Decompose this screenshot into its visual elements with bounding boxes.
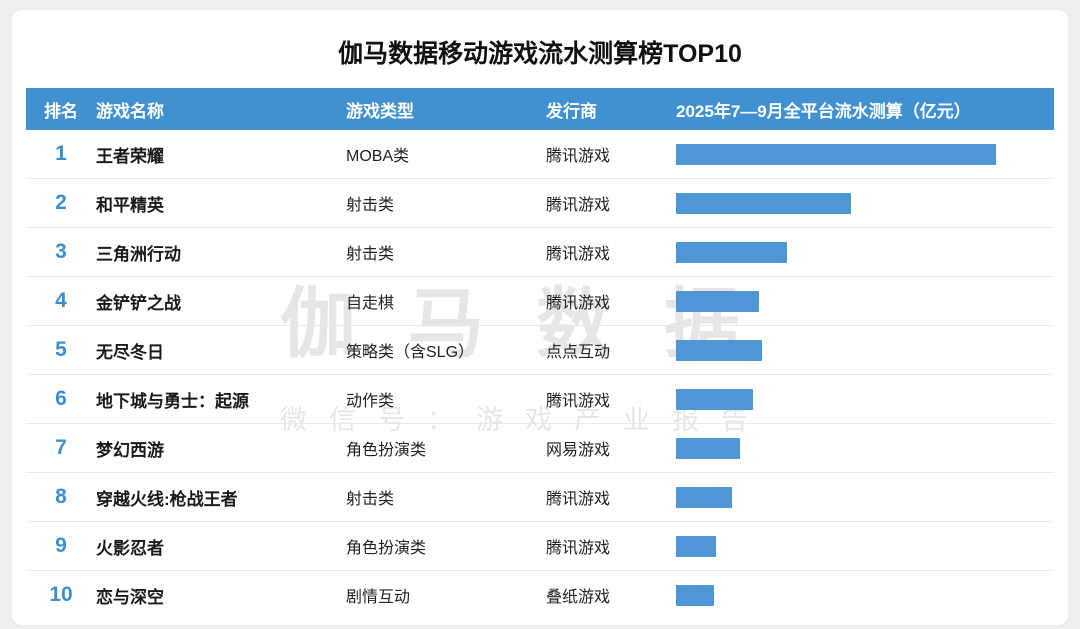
revenue-bar-cell [676,535,1054,557]
game-type-cell: 射击类 [346,246,395,263]
ranking-table: 排名 游戏名称 游戏类型 发行商 2025年7—9月全平台流水测算（亿元） 1 … [26,88,1054,619]
game-type-cell: 射击类 [346,491,395,508]
rank-cell: 5 [55,338,67,361]
publisher-cell: 腾讯游戏 [546,197,611,214]
rank-cell: 8 [55,485,67,508]
rank-cell: 10 [49,583,73,606]
rank-cell: 4 [55,289,67,312]
game-name-cell: 王者荣耀 [96,146,164,166]
table-header-row: 排名 游戏名称 游戏类型 发行商 2025年7—9月全平台流水测算（亿元） [26,88,1054,130]
game-type-cell: 自走棋 [346,295,395,312]
game-type-cell: 策略类（含SLG） [346,344,475,361]
revenue-bar [676,241,787,263]
game-name-cell: 三角洲行动 [96,244,181,264]
game-name-cell: 和平精英 [96,195,164,215]
publisher-cell: 腾讯游戏 [546,393,611,410]
table-row-10: 10 恋与深空 剧情互动 叠纸游戏 [26,571,1054,619]
table-row-8: 8 穿越火线:枪战王者 射击类 腾讯游戏 [26,473,1054,522]
ranking-card: 伽马数据移动游戏流水测算榜TOP10 伽马数据 微信号：游戏产业报告 排名 游戏… [12,10,1068,625]
revenue-bar-cell [676,192,1054,214]
game-name-cell: 穿越火线:枪战王者 [96,489,238,509]
page-title: 伽马数据移动游戏流水测算榜TOP10 [338,40,742,68]
publisher-cell: 腾讯游戏 [546,246,611,263]
revenue-bar [676,143,996,165]
revenue-bar-cell [676,388,1054,410]
game-name-cell: 火影忍者 [96,538,164,558]
table-row-6: 6 地下城与勇士：起源 动作类 腾讯游戏 [26,375,1054,424]
rank-cell: 7 [55,436,67,459]
publisher-cell: 腾讯游戏 [546,491,611,508]
revenue-bar [676,535,716,557]
revenue-bar-cell [676,241,1054,263]
game-name-cell: 无尽冬日 [96,342,164,362]
game-type-cell: MOBA类 [346,148,410,165]
game-name-cell: 恋与深空 [96,587,164,607]
game-type-cell: 剧情互动 [346,589,411,606]
revenue-bar [676,486,732,508]
publisher-cell: 腾讯游戏 [546,295,611,312]
publisher-cell: 腾讯游戏 [546,540,611,557]
revenue-bar [676,437,740,459]
rank-cell: 9 [55,534,67,557]
rank-cell: 1 [55,142,67,165]
table-row-5: 5 无尽冬日 策略类（含SLG） 点点互动 [26,326,1054,375]
revenue-bar [676,339,762,361]
game-type-cell: 射击类 [346,197,395,214]
rank-cell: 3 [55,240,67,263]
publisher-cell: 点点互动 [546,344,611,361]
header-revenue: 2025年7—9月全平台流水测算（亿元） [676,101,971,121]
rank-cell: 6 [55,387,67,410]
table-row-3: 3 三角洲行动 射击类 腾讯游戏 [26,228,1054,277]
game-type-cell: 角色扮演类 [346,442,427,459]
revenue-bar-cell [676,584,1054,606]
game-name-cell: 梦幻西游 [96,440,164,460]
header-game-name: 游戏名称 [96,101,164,121]
table-row-9: 9 火影忍者 角色扮演类 腾讯游戏 [26,522,1054,571]
table-row-4: 4 金铲铲之战 自走棋 腾讯游戏 [26,277,1054,326]
header-rank: 排名 [44,101,78,121]
revenue-bar-cell [676,339,1054,361]
game-name-cell: 地下城与勇士：起源 [96,391,249,411]
header-publisher: 发行商 [546,101,597,121]
revenue-bar [676,192,851,214]
revenue-bar [676,584,714,606]
revenue-bar [676,290,759,312]
game-type-cell: 角色扮演类 [346,540,427,557]
revenue-bar-cell [676,290,1054,312]
rank-cell: 2 [55,191,67,214]
revenue-bar [676,388,753,410]
game-type-cell: 动作类 [346,393,395,410]
revenue-bar-cell [676,437,1054,459]
table-row-7: 7 梦幻西游 角色扮演类 网易游戏 [26,424,1054,473]
header-game-type: 游戏类型 [346,101,414,121]
table-row-1: 1 王者荣耀 MOBA类 腾讯游戏 [26,130,1054,179]
publisher-cell: 腾讯游戏 [546,148,611,165]
game-name-cell: 金铲铲之战 [96,293,181,313]
publisher-cell: 叠纸游戏 [546,589,611,606]
table-row-2: 2 和平精英 射击类 腾讯游戏 [26,179,1054,228]
revenue-bar-cell [676,486,1054,508]
publisher-cell: 网易游戏 [546,442,611,459]
revenue-bar-cell [676,143,1054,165]
